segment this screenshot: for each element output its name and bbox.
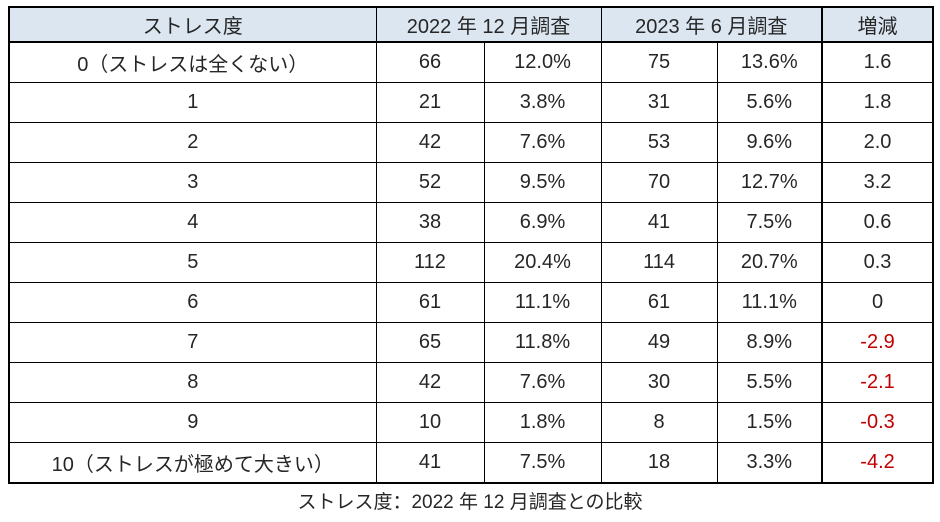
table-row: 7 65 11.8% 49 8.9% -2.9 [8,322,934,363]
change-value: 1.6 [821,41,934,83]
count-2022: 52 [375,162,485,203]
table-row: 4 38 6.9% 41 7.5% 0.6 [8,202,934,243]
count-2023: 114 [600,242,718,283]
change-value: -2.1 [821,362,934,403]
pct-2022: 11.8% [483,322,602,363]
stress-level-label: 9 [8,402,377,443]
count-2022: 61 [375,282,485,323]
count-2022: 66 [375,41,485,83]
stress-level-label: 1 [8,82,377,123]
count-2023: 8 [600,402,718,443]
pct-2022: 6.9% [483,202,602,243]
pct-2023: 20.7% [716,242,823,283]
table-row: 0（ストレスは全くない） 66 12.0% 75 13.6% 1.6 [8,41,934,83]
header-survey-2023: 2023 年 6 月調査 [600,6,823,43]
change-value: 2.0 [821,122,934,163]
stress-level-label: 6 [8,282,377,323]
header-stress-level: ストレス度 [8,6,377,43]
stress-level-label: 5 [8,242,377,283]
stress-comparison-table: ストレス度 2022 年 12 月調査 2023 年 6 月調査 増減 0（スト… [8,6,935,484]
count-2023: 61 [600,282,718,323]
stress-level-label: 3 [8,162,377,203]
table-row: 2 42 7.6% 53 9.6% 2.0 [8,122,934,163]
count-2022: 38 [375,202,485,243]
table-row: 1 21 3.8% 31 5.6% 1.8 [8,82,934,123]
count-2022: 10 [375,402,485,443]
count-2023: 18 [600,442,718,484]
count-2022: 65 [375,322,485,363]
pct-2022: 11.1% [483,282,602,323]
change-value: 1.8 [821,82,934,123]
pct-2023: 5.6% [716,82,823,123]
count-2023: 31 [600,82,718,123]
pct-2022: 12.0% [483,41,602,83]
pct-2022: 7.6% [483,122,602,163]
count-2022: 21 [375,82,485,123]
table-row: 5 112 20.4% 114 20.7% 0.3 [8,242,934,283]
pct-2022: 7.5% [483,442,602,484]
change-value: -2.9 [821,322,934,363]
pct-2022: 20.4% [483,242,602,283]
header-survey-2022: 2022 年 12 月調査 [375,6,602,43]
pct-2022: 3.8% [483,82,602,123]
stress-level-label: 0（ストレスは全くない） [8,41,377,83]
change-value: -0.3 [821,402,934,443]
change-value: 0.3 [821,242,934,283]
table-row: 8 42 7.6% 30 5.5% -2.1 [8,362,934,403]
pct-2022: 7.6% [483,362,602,403]
stress-level-label: 7 [8,322,377,363]
pct-2023: 9.6% [716,122,823,163]
change-value: 3.2 [821,162,934,203]
count-2023: 70 [600,162,718,203]
count-2022: 41 [375,442,485,484]
header-change: 増減 [821,6,934,43]
pct-2023: 7.5% [716,202,823,243]
stress-level-label: 2 [8,122,377,163]
count-2023: 30 [600,362,718,403]
count-2022: 112 [375,242,485,283]
stress-level-label: 10（ストレスが極めて大きい） [8,442,377,484]
count-2022: 42 [375,362,485,403]
table-row: 9 10 1.8% 8 1.5% -0.3 [8,402,934,443]
pct-2023: 1.5% [716,402,823,443]
pct-2023: 13.6% [716,41,823,83]
count-2023: 53 [600,122,718,163]
pct-2023: 5.5% [716,362,823,403]
count-2023: 41 [600,202,718,243]
stress-level-label: 4 [8,202,377,243]
count-2023: 75 [600,41,718,83]
header-row: ストレス度 2022 年 12 月調査 2023 年 6 月調査 増減 [8,6,934,43]
change-value: 0.6 [821,202,934,243]
count-2023: 49 [600,322,718,363]
pct-2022: 1.8% [483,402,602,443]
table-row: 10（ストレスが極めて大きい） 41 7.5% 18 3.3% -4.2 [8,442,934,484]
pct-2022: 9.5% [483,162,602,203]
table-row: 6 61 11.1% 61 11.1% 0 [8,282,934,323]
change-value: 0 [821,282,934,323]
table-caption: ストレス度：2022 年 12 月調査との比較 [297,492,643,513]
stress-level-label: 8 [8,362,377,403]
table-row: 3 52 9.5% 70 12.7% 3.2 [8,162,934,203]
pct-2023: 11.1% [716,282,823,323]
count-2022: 42 [375,122,485,163]
change-value: -4.2 [821,442,934,484]
pct-2023: 3.3% [716,442,823,484]
pct-2023: 8.9% [716,322,823,363]
pct-2023: 12.7% [716,162,823,203]
